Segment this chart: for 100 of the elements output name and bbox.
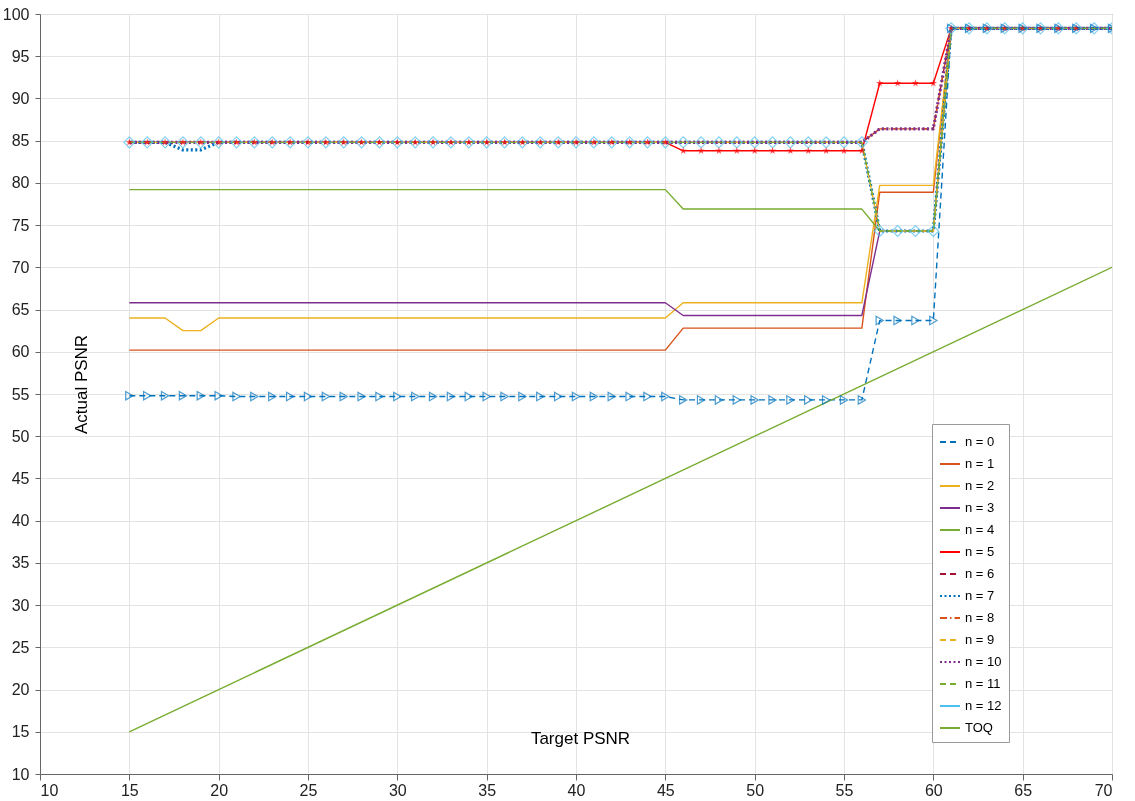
x-tick-label: 25: [299, 781, 318, 799]
point: [375, 391, 384, 402]
point: [696, 395, 706, 405]
y-tick-label: 100: [2, 5, 30, 23]
point: [285, 391, 295, 402]
x-axis-title: Target PSNR: [530, 728, 631, 748]
legend-label: n = 0: [965, 434, 995, 449]
point: [855, 136, 868, 149]
point: [357, 391, 366, 402]
legend-label: n = 3: [965, 500, 995, 515]
legend-label: n = 12: [965, 698, 1002, 713]
point: [500, 391, 509, 402]
point: [839, 395, 849, 405]
point: [607, 391, 616, 402]
x-tick-label: 70: [1094, 781, 1113, 799]
x-tick-label: 10: [40, 781, 59, 799]
y-tick-label: 50: [11, 427, 30, 445]
point: [750, 395, 759, 405]
legend-label: n = 2: [965, 478, 995, 493]
point: [464, 391, 474, 402]
y-tick-label: 40: [11, 512, 30, 530]
y-tick-label: 15: [11, 723, 30, 741]
point: [748, 136, 761, 149]
x-tick-label: 60: [924, 781, 943, 799]
x-tick-label: 65: [1014, 781, 1033, 799]
point: [875, 315, 884, 326]
point: [321, 391, 331, 402]
y-axis-title: Actual PSNR: [71, 334, 91, 435]
y-tick-label: 45: [11, 469, 30, 487]
point: [625, 391, 634, 402]
point: [393, 391, 402, 402]
legend-label: n = 1: [965, 456, 995, 471]
y-tick-label: 80: [11, 174, 30, 192]
legend-label: n = 5: [965, 544, 995, 559]
legend-label: n = 4: [965, 522, 995, 537]
point: [804, 395, 813, 405]
point: [911, 79, 920, 87]
point: [837, 136, 851, 149]
point: [820, 136, 833, 149]
point: [339, 391, 348, 402]
point: [125, 390, 134, 401]
y-tick-label: 60: [11, 343, 30, 361]
point: [677, 136, 690, 149]
y-tick-label: 85: [11, 132, 30, 150]
point: [196, 390, 206, 401]
legend-label: n = 11: [965, 676, 1001, 691]
point: [821, 395, 831, 405]
point: [643, 391, 652, 402]
point: [160, 390, 170, 401]
point: [929, 79, 938, 87]
point: [786, 395, 795, 405]
point: [589, 391, 599, 402]
y-tick-label: 25: [11, 638, 30, 656]
y-tick-label: 35: [11, 554, 30, 572]
point: [410, 391, 420, 402]
point: [303, 391, 313, 402]
legend-label: n = 8: [965, 610, 995, 625]
y-tick-label: 95: [11, 47, 30, 65]
point: [714, 395, 724, 405]
point: [536, 391, 545, 402]
point: [142, 390, 152, 401]
point: [911, 315, 920, 326]
point: [876, 79, 884, 87]
x-tick-label: 30: [388, 781, 407, 799]
y-tick-label: 65: [11, 301, 30, 319]
point: [428, 391, 438, 402]
point: [232, 391, 241, 402]
y-tick-label: 30: [11, 596, 30, 614]
y-tick-label: 70: [11, 258, 30, 276]
y-tick-label: 75: [11, 216, 30, 234]
point: [893, 79, 902, 87]
y-tick-label: 10: [11, 765, 30, 783]
point: [784, 136, 797, 149]
x-tick-label: 50: [746, 781, 765, 799]
legend-label: n = 6: [965, 566, 995, 581]
point: [553, 391, 563, 402]
y-tick-label: 20: [11, 681, 30, 699]
point: [893, 315, 902, 326]
point: [929, 315, 938, 326]
point: [250, 391, 259, 402]
point: [678, 395, 688, 405]
point: [802, 136, 815, 149]
x-tick-label: 40: [567, 781, 586, 799]
point: [268, 391, 277, 402]
point: [768, 395, 777, 405]
point: [694, 136, 708, 149]
x-tick-label: 20: [210, 781, 229, 799]
legend-label: TOQ: [965, 720, 993, 735]
point: [766, 136, 779, 149]
x-tick-label: 45: [656, 781, 675, 799]
point: [178, 390, 188, 401]
point: [732, 395, 742, 405]
point: [571, 391, 581, 402]
x-tick-label: 15: [120, 781, 139, 799]
point: [712, 136, 726, 149]
point: [909, 224, 922, 238]
point: [482, 391, 491, 402]
point: [518, 391, 527, 402]
x-tick-label: 55: [835, 781, 854, 799]
legend-label: n = 7: [965, 588, 995, 603]
